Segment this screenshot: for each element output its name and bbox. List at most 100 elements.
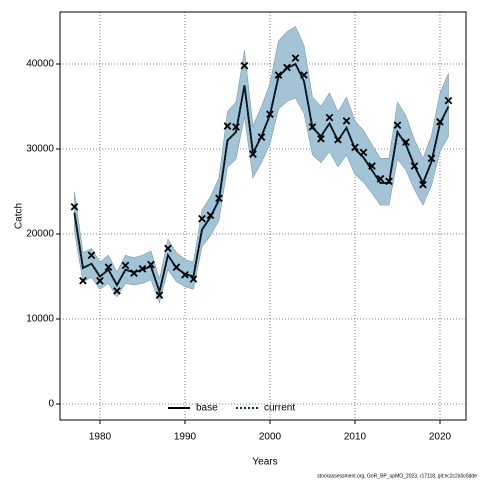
marker-cross [317,134,325,143]
marker-cross [198,214,206,223]
marker-cross [410,162,419,170]
observation-marker [257,133,266,141]
marker-cross [300,71,308,79]
marker-cross [121,261,130,270]
observation-marker [147,260,155,269]
observation-marker [215,194,223,203]
observation-marker [419,180,427,189]
y-tick-label: 40000 [26,59,54,70]
marker-cross [308,123,317,131]
observation-marker [155,291,164,300]
marker-cross [147,260,155,269]
observation-marker [113,287,121,295]
marker-cross [181,270,189,279]
marker-cross [138,265,147,273]
marker-cross [113,287,121,295]
observation-marker [232,123,240,131]
marker-cross [223,122,232,130]
y-tick-label: 20000 [26,229,54,240]
marker-cross [444,96,453,105]
observation-marker [402,138,410,147]
observation-marker [410,162,419,170]
legend-label: current [264,403,295,414]
observation-marker [444,96,453,105]
marker-cross [436,117,444,126]
observation-marker [164,244,172,253]
marker-cross [172,263,181,271]
marker-cross [359,148,368,157]
marker-cross [427,154,436,163]
observation-marker [121,261,130,270]
x-tick-label: 2000 [259,432,282,443]
marker-cross [249,150,257,158]
observation-marker [198,214,206,223]
marker-cross [334,135,342,144]
marker-cross [189,275,198,283]
y-axis-label: Catch [14,203,25,229]
marker-cross [376,174,385,183]
observation-marker [172,263,181,271]
observation-marker [351,143,359,152]
marker-cross [325,113,334,122]
observation-marker [240,61,249,70]
marker-cross [155,291,164,300]
marker-cross [393,121,402,130]
observation-marker [87,251,96,260]
legend-label: base [196,403,218,414]
y-tick-label: 10000 [26,314,54,325]
observation-marker [300,71,308,79]
marker-cross [385,177,393,186]
x-tick-label: 1980 [89,432,112,443]
footer: stockassessment.org, GoR_BP_upMO_2023, r… [317,473,477,479]
observation-marker [342,117,351,125]
marker-cross [240,61,249,70]
observation-marker [385,177,393,186]
observation-marker [223,122,232,130]
marker-cross [206,211,215,220]
marker-cross [283,63,291,72]
observation-marker [104,263,113,271]
marker-cross [266,110,274,118]
x-tick-label: 2020 [429,432,452,443]
marker-cross [164,244,172,253]
observation-marker [266,110,274,118]
x-axis-label: Years [252,457,277,468]
observation-marker [393,121,402,130]
marker-cross [215,194,223,203]
observation-marker [427,154,436,163]
observation-marker [325,113,334,122]
marker-cross [419,180,427,189]
marker-cross [232,123,240,131]
plot-frame [59,11,467,421]
observation-marker [274,71,283,79]
marker-cross [274,71,283,79]
y-tick-label: 0 [48,399,54,410]
marker-cross [351,143,359,152]
observation-marker [376,174,385,183]
marker-cross [79,276,87,285]
x-tick-label: 2010 [344,432,367,443]
observation-marker [138,265,147,273]
observation-marker [283,63,291,72]
marker-cross [87,251,96,260]
observation-marker [368,162,376,170]
marker-cross [70,202,79,211]
marker-cross [342,117,351,125]
x-tick-label: 1990 [174,432,197,443]
observation-marker [436,117,444,126]
observation-marker [308,123,317,131]
observation-marker [291,54,300,62]
marker-cross [402,138,410,147]
marker-cross [291,54,300,62]
marker-cross [96,276,104,285]
observation-marker [317,134,325,143]
observation-marker [359,148,368,157]
marker-cross [368,162,376,170]
observation-marker [79,276,87,285]
observation-marker [181,270,189,279]
observation-marker [249,150,257,158]
observation-marker [189,275,198,283]
marker-cross [257,133,266,141]
observation-marker [206,211,215,220]
